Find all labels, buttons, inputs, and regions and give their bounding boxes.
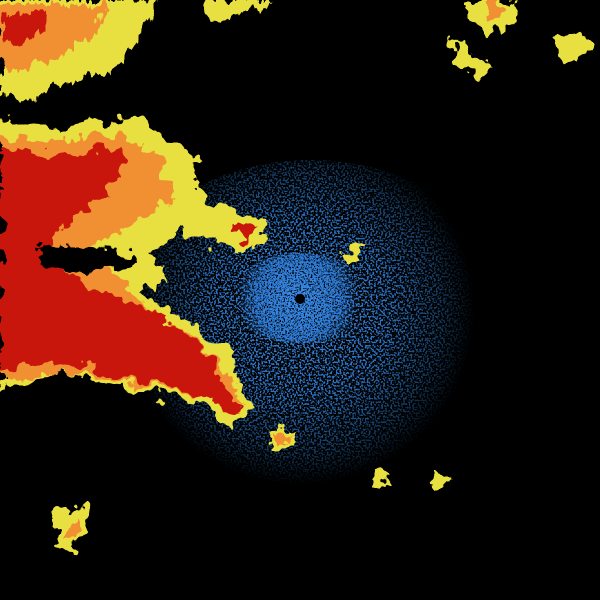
- storm-cells: [55, 0, 590, 555]
- clutter-field: [100, 160, 520, 500]
- storm-band-top: [0, 0, 270, 102]
- storm-mass: [0, 115, 268, 432]
